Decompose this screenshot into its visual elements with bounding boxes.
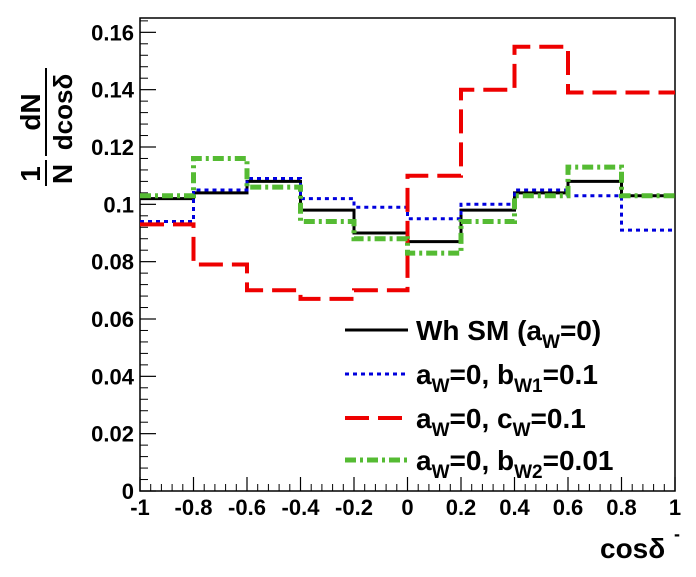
y-tick-label: 0 <box>122 479 134 504</box>
x-tick-label: -0.2 <box>335 495 373 520</box>
x-tick-label: 0.4 <box>499 495 530 520</box>
y-tick-label: 0.04 <box>91 364 135 389</box>
legend-label-2: aW=0, bW1=0.1 <box>416 359 598 397</box>
x-tick-label: 1 <box>669 495 681 520</box>
x-tick-label: 0.2 <box>446 495 477 520</box>
y-title-fraction-denominator: N <box>47 164 78 184</box>
y-tick-label: 0.14 <box>91 78 135 103</box>
legend-label-1: Wh SM (aW=0) <box>416 315 601 353</box>
legend-label-4: aW=0, bW2=0.01 <box>416 445 613 483</box>
x-tick-label: -0.8 <box>175 495 213 520</box>
y-tick-label: 0.06 <box>91 307 134 332</box>
y-axis-title: 1 NdN dcosδ <box>15 68 78 186</box>
x-axis-title: cosδ <box>600 533 665 564</box>
x-tick-label: 0.8 <box>606 495 637 520</box>
x-tick-label: 0.6 <box>553 495 584 520</box>
y-tick-label: 0.16 <box>91 20 134 45</box>
x-tick-label: -0.6 <box>228 495 266 520</box>
y-tick-label: 0.1 <box>103 192 134 217</box>
y-tick-label: 0.02 <box>91 422 134 447</box>
y-tick-label: 0.08 <box>91 250 134 275</box>
axis-ticks: -1 -0.8 -0.6 -0.4 -0.2 0 0.2 0.4 0.6 0.8 1 0 0.02 0.0… <box>91 20 681 520</box>
y-tick-label: 0.12 <box>91 135 134 160</box>
x-tick-label: 0 <box>401 495 413 520</box>
x-tick-label: -1 <box>130 495 150 520</box>
legend: Wh SM (aW=0) aW=0, bW1=0.1 aW=0, cW=0.1 aW=… <box>345 315 613 483</box>
y-axis-title-group: 1 NdN dcosδ <box>15 68 78 186</box>
series-line-4 <box>140 156 675 256</box>
x-tick-label: -0.4 <box>282 495 321 520</box>
y-title-numerator: dN <box>15 93 46 130</box>
series-line-3 <box>140 44 675 301</box>
legend-label-3: aW=0, cW=0.1 <box>416 403 586 441</box>
y-title-fraction-numerator: 1 <box>15 166 46 182</box>
y-title-denominator: dcosδ <box>48 74 78 150</box>
series-layer <box>140 44 675 301</box>
x-axis-title-superscript: - <box>674 524 680 544</box>
